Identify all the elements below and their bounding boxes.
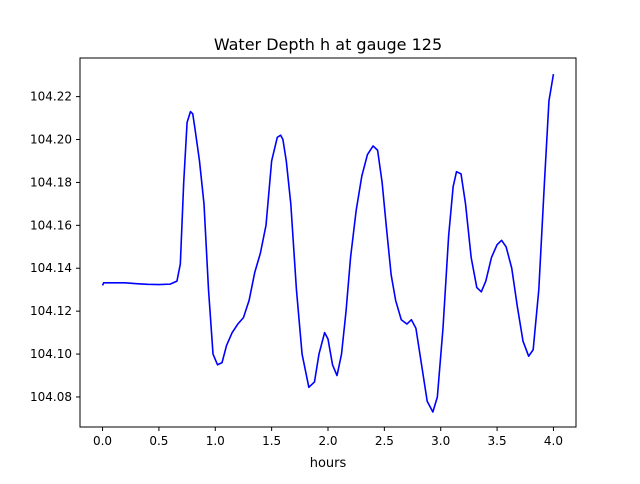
x-tick-label: 2.0 [318,434,337,448]
y-tick-label: 104.22 [30,90,72,104]
y-tick-label: 104.18 [30,175,72,189]
y-tick-label: 104.12 [30,304,72,318]
y-tick-label: 104.14 [30,261,72,275]
x-tick-label: 2.5 [375,434,394,448]
y-tick-label: 104.16 [30,218,72,232]
y-tick-label: 104.10 [30,347,72,361]
x-tick-label: 0.5 [149,434,168,448]
x-axis-label: hours [310,456,347,471]
x-tick-label: 1.5 [262,434,281,448]
y-tick-label: 104.20 [30,133,72,147]
plot-area: 0.0 0.5 1.0 1.5 2.0 2.5 3.0 3.5 4.0 104.08 104.10 1… [30,57,577,448]
x-tick-label: 3.5 [488,434,507,448]
x-tick-label: 4.0 [544,434,563,448]
y-tick-label: 104.08 [30,390,72,404]
x-tick-label: 3.0 [431,434,450,448]
chart-title: Water Depth h at gauge 125 [214,35,442,54]
x-tick-label: 1.0 [206,434,225,448]
x-tick-label: 0.0 [93,434,112,448]
series-line [101,73,555,413]
